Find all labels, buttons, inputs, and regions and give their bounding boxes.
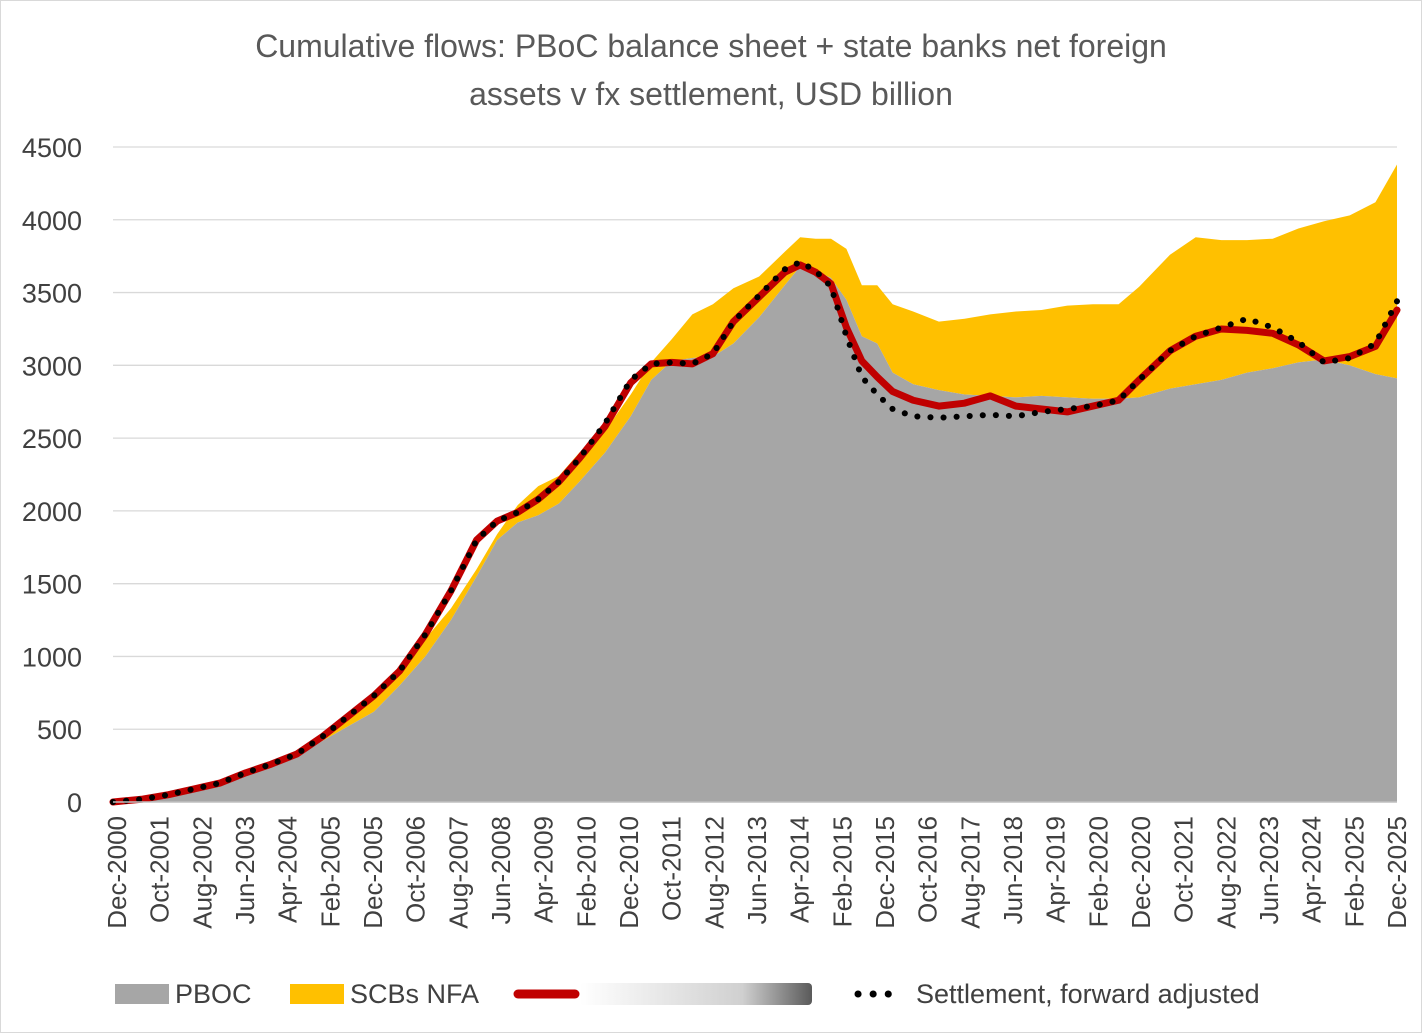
x-tick-label: Dec-2005 xyxy=(358,816,388,929)
x-tick-label: Oct-2006 xyxy=(401,816,431,923)
x-tick-label: Oct-2011 xyxy=(657,816,687,921)
legend-fade-bar xyxy=(580,983,812,1005)
x-tick-label: Feb-2015 xyxy=(827,816,857,927)
x-tick-label: Oct-2016 xyxy=(913,816,943,923)
x-tick-label: Oct-2021 xyxy=(1169,816,1199,923)
x-tick-label: Jun-2013 xyxy=(742,816,772,924)
y-tick-label: 1500 xyxy=(22,570,82,600)
x-tick-label: Apr-2009 xyxy=(529,816,559,923)
x-tick-label: Feb-2020 xyxy=(1083,816,1113,927)
y-tick-label: 3000 xyxy=(22,351,82,381)
area-series xyxy=(113,164,1397,802)
y-tick-label: 0 xyxy=(67,788,82,818)
chart-title-line-1: Cumulative flows: PBoC balance sheet + s… xyxy=(255,28,1167,64)
legend-label-forward-adjusted: Settlement, forward adjusted xyxy=(916,979,1260,1009)
x-tick-label: Jun-2008 xyxy=(486,816,516,924)
x-tick-label: Aug-2012 xyxy=(699,816,729,929)
x-tick-label: Aug-2007 xyxy=(443,816,473,929)
legend-swatch-pboc xyxy=(115,984,169,1004)
x-tick-label: Dec-2015 xyxy=(870,816,900,929)
y-tick-label: 1000 xyxy=(22,642,82,672)
y-tick-label: 4500 xyxy=(22,133,82,163)
chart-title: Cumulative flows: PBoC balance sheet + s… xyxy=(0,22,1422,118)
x-tick-label: Apr-2014 xyxy=(785,816,815,923)
area-scbs-nfa xyxy=(113,164,1397,802)
x-tick-label: Dec-2010 xyxy=(614,816,644,929)
x-tick-label: Feb-2025 xyxy=(1339,816,1369,927)
x-tick-label: Dec-2020 xyxy=(1126,816,1156,929)
x-tick-label: Feb-2010 xyxy=(571,816,601,927)
y-tick-label: 4000 xyxy=(22,206,82,236)
x-tick-label: Dec-2000 xyxy=(102,816,132,929)
y-tick-label: 500 xyxy=(37,715,82,745)
x-tick-label: Apr-2024 xyxy=(1297,816,1327,923)
x-tick-label: Jun-2023 xyxy=(1254,816,1284,924)
y-tick-label: 2000 xyxy=(22,497,82,527)
x-tick-label: Apr-2019 xyxy=(1041,816,1071,923)
x-tick-label: Aug-2017 xyxy=(955,816,985,929)
x-tick-label: Oct-2001 xyxy=(145,816,175,923)
chart-title-line-2: assets v fx settlement, USD billion xyxy=(469,76,953,112)
x-tick-label: Feb-2005 xyxy=(315,816,345,927)
x-tick-label: Aug-2002 xyxy=(187,816,217,929)
x-tick-label: Jun-2018 xyxy=(998,816,1028,924)
legend-label-pboc: PBOC xyxy=(175,979,252,1009)
x-tick-label: Aug-2022 xyxy=(1211,816,1241,929)
x-tick-label: Dec-2025 xyxy=(1382,816,1412,929)
x-tick-label: Apr-2004 xyxy=(273,816,303,923)
line-settlement-forward-adjusted xyxy=(110,258,1400,805)
area-pboc xyxy=(113,266,1397,802)
y-tick-label: 3500 xyxy=(22,279,82,309)
legend-label-scbs-nfa: SCBs NFA xyxy=(350,979,479,1009)
x-tick-label: Jun-2003 xyxy=(230,816,260,924)
y-tick-label: 2500 xyxy=(22,424,82,454)
legend: PBOC SCBs NFA Settlement, forward adjust… xyxy=(115,979,1260,1009)
legend-swatch-scbs-nfa xyxy=(290,984,344,1004)
line-series xyxy=(109,258,1401,806)
axes: 0 500 1000 1500 2000 2500 3000 3500 4000 4500 Dec-… xyxy=(22,133,1412,929)
